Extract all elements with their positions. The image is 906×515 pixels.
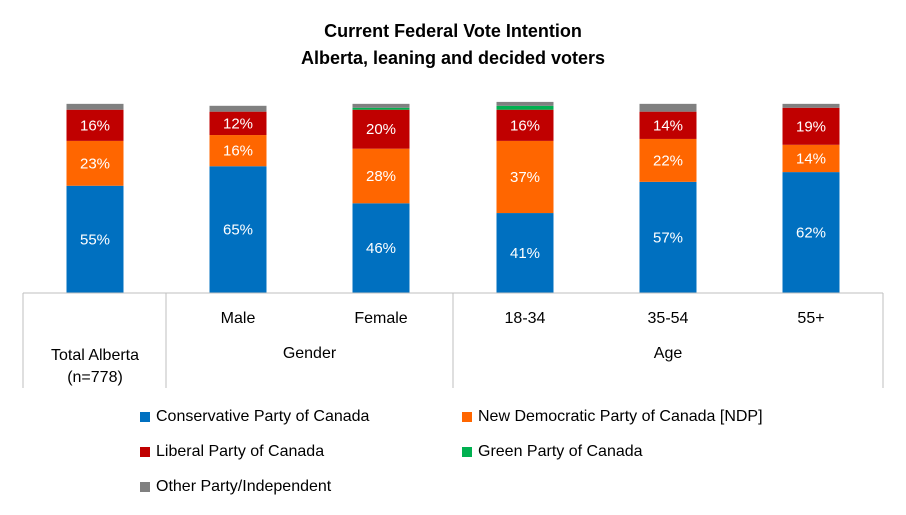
bar-segment: [782, 172, 840, 293]
data-label: 55%: [80, 231, 110, 248]
category-label: 35-54: [647, 310, 689, 327]
data-label: 37%: [510, 169, 540, 186]
legend-item: Liberal Party of Canada: [140, 443, 324, 461]
data-label: 14%: [796, 150, 826, 167]
data-label: 19%: [796, 118, 826, 135]
bar-segment: [639, 181, 697, 293]
data-label: 16%: [223, 143, 253, 160]
category-label: Female: [354, 310, 408, 327]
bar-segment: [639, 138, 697, 182]
legend-swatch: [140, 447, 150, 457]
chart-title: Current Federal Vote Intention: [324, 21, 582, 41]
bar-segment: [66, 109, 124, 141]
chart-subtitle: Alberta, leaning and decided voters: [300, 48, 606, 68]
bar-segment: [496, 105, 554, 110]
bar-segment: [209, 111, 267, 136]
legend-swatch: [462, 412, 472, 422]
legend-label: New Democratic Party of Canada [NDP]: [478, 408, 763, 425]
category-label: 55+: [797, 310, 825, 327]
data-label: 23%: [80, 155, 110, 172]
legend-item: Green Party of Canada: [462, 443, 643, 461]
bar-segment: [496, 101, 554, 106]
bar-segment: [782, 144, 840, 173]
bar-segment: [66, 185, 124, 293]
data-label: 16%: [510, 117, 540, 134]
legend-item: New Democratic Party of Canada [NDP]: [462, 408, 763, 426]
bar-segment: [352, 148, 410, 204]
legend-item: Other Party/Independent: [140, 478, 331, 496]
bar-segment: [352, 109, 410, 149]
bar-segment: [496, 109, 554, 141]
bar-segment: [66, 140, 124, 186]
legend-label: Green Party of Canada: [478, 443, 643, 460]
bar-segment: [209, 105, 267, 112]
bar-segment: [782, 103, 840, 108]
category-label: 18-34: [504, 310, 546, 327]
legend-item: Conservative Party of Canada: [140, 408, 369, 426]
data-label: 28%: [366, 168, 396, 185]
bar-segment: [352, 107, 410, 110]
legend-swatch: [462, 447, 472, 457]
bar-segment: [496, 213, 554, 293]
bar-segment: [639, 103, 697, 112]
data-label: 20%: [366, 121, 396, 138]
data-label: 22%: [653, 152, 683, 169]
data-label: 57%: [653, 229, 683, 246]
bar-segment: [782, 107, 840, 145]
bar-segment: [209, 135, 267, 167]
data-label: 46%: [366, 240, 396, 257]
bar-segment: [352, 203, 410, 293]
data-label: 41%: [510, 245, 540, 262]
legend-swatch: [140, 482, 150, 492]
group-label: Gender: [282, 345, 337, 362]
legend-swatch: [140, 412, 150, 422]
legend-label: Conservative Party of Canada: [156, 408, 370, 425]
category-label: Total Alberta (n=778): [50, 347, 140, 386]
data-label: 65%: [223, 222, 253, 239]
bar-segment: [209, 166, 267, 293]
bar-segment: [352, 103, 410, 108]
data-label: 14%: [653, 117, 683, 134]
data-label: 12%: [223, 115, 253, 132]
category-label: Male: [220, 310, 256, 327]
data-label: 62%: [796, 225, 826, 242]
bar-segment: [496, 140, 554, 214]
data-label: 16%: [80, 117, 110, 134]
legend-label: Liberal Party of Canada: [156, 443, 325, 460]
bar-segment: [66, 103, 124, 110]
group-label: Age: [653, 345, 683, 362]
legend-label: Other Party/Independent: [156, 478, 332, 495]
bar-segment: [639, 111, 697, 139]
